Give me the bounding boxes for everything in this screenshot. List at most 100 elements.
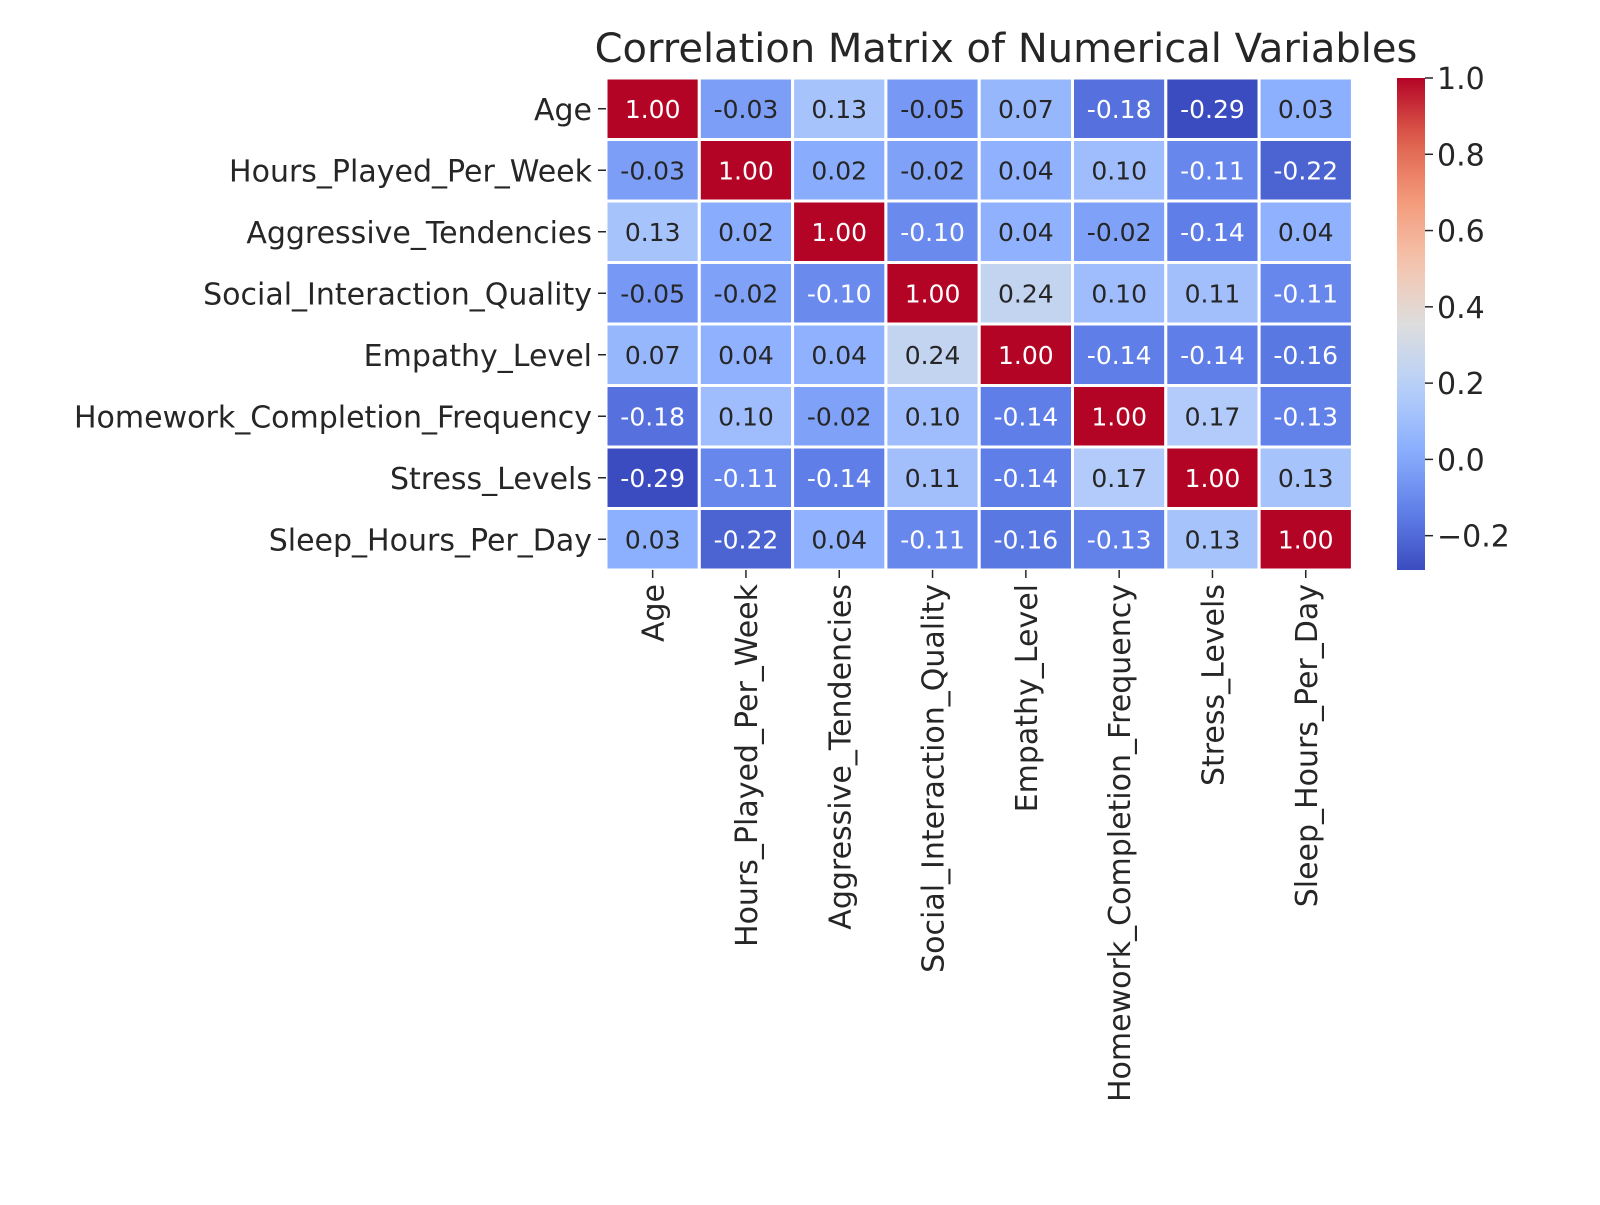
cell-value-label: -0.29 (620, 464, 685, 493)
x-tick-label: Empathy_Level (1010, 584, 1045, 812)
cell-value-label: -0.29 (1180, 95, 1245, 124)
cell-value-label: -0.02 (714, 279, 779, 308)
y-tick-label: Social_Interaction_Quality (203, 277, 592, 312)
x-tick-label: Stress_Levels (1196, 584, 1231, 786)
colorbar-tick-label: 0.6 (1437, 215, 1485, 250)
cell-value-label: 1.00 (1278, 525, 1334, 554)
colorbar-tick-label: 0.0 (1437, 443, 1485, 478)
heatmap-cell (1164, 445, 1261, 510)
y-axis: Age Hours_Played_Per_Week Aggressive_Tende… (74, 93, 606, 558)
cell-value-label: 0.13 (1278, 464, 1334, 493)
heatmap-cell (697, 138, 795, 203)
cell-value-label: 1.00 (625, 95, 681, 124)
heatmap-cell (1071, 384, 1168, 449)
cell-value-label: -0.16 (994, 525, 1059, 554)
heatmap-cell (977, 261, 1075, 326)
cell-value-label: -0.02 (1087, 218, 1152, 247)
y-tick-label: Age (534, 93, 592, 128)
cell-value-label: 0.11 (905, 464, 961, 493)
cell-value-label: -0.11 (1180, 156, 1245, 185)
heatmap-cell (791, 445, 888, 510)
cell-value-label: 0.02 (811, 156, 867, 185)
cell-value-label: -0.10 (900, 218, 965, 247)
cell-value-label: 0.11 (1185, 279, 1241, 308)
cell-value-label: -0.03 (620, 156, 685, 185)
cell-value-label: -0.14 (994, 464, 1059, 493)
colorbar-tick-label: 0.2 (1437, 367, 1485, 402)
cell-value-label: 0.10 (905, 402, 961, 431)
x-tick-label: Aggressive_Tendencies (823, 584, 858, 930)
cell-value-label: -0.18 (1087, 95, 1152, 124)
heatmap-cell (1257, 199, 1354, 264)
cell-value-label: 0.03 (625, 525, 681, 554)
y-tick-label: Empathy_Level (364, 339, 592, 374)
cell-value-label: 0.10 (1091, 279, 1147, 308)
colorbar-tick-label: 0.8 (1437, 138, 1485, 173)
cell-value-label: 0.17 (1185, 402, 1241, 431)
heatmap-cell (791, 261, 888, 326)
cell-value-label: 0.13 (625, 218, 681, 247)
cell-value-label: -0.14 (994, 402, 1059, 431)
cell-value-label: -0.18 (620, 402, 685, 431)
cell-value-label: 0.04 (998, 156, 1054, 185)
cell-value-label: -0.11 (1273, 279, 1338, 308)
cell-value-label: 0.02 (718, 218, 774, 247)
heatmap-cell (884, 199, 981, 264)
y-tick-label: Stress_Levels (390, 462, 592, 497)
cell-value-label: 0.04 (1278, 218, 1334, 247)
heatmap-cell (1257, 76, 1354, 141)
cell-value-label: 1.00 (998, 341, 1054, 370)
heatmap-cell (977, 507, 1075, 572)
cell-value-label: 0.10 (1091, 156, 1147, 185)
heatmap-cell (884, 138, 981, 203)
cell-value-label: -0.02 (900, 156, 965, 185)
heatmap-cell (884, 322, 981, 387)
heatmap-cell (697, 445, 795, 510)
x-axis: Age Hours_Played_Per_Week Aggressive_Tende… (637, 570, 1325, 1102)
cell-value-label: 0.24 (905, 341, 961, 370)
cell-value-label: 0.03 (1278, 95, 1334, 124)
cell-value-label: -0.11 (900, 525, 965, 554)
cell-value-label: -0.16 (1273, 341, 1338, 370)
cell-value-label: -0.11 (714, 464, 779, 493)
heatmap-cell (1257, 507, 1354, 572)
cell-value-label: -0.14 (1180, 341, 1245, 370)
x-tick-label: Sleep_Hours_Per_Day (1290, 584, 1325, 907)
cell-value-label: 0.17 (1091, 464, 1147, 493)
y-tick-label: Hours_Played_Per_Week (229, 154, 593, 189)
cell-value-label: -0.22 (1273, 156, 1338, 185)
heatmap-cell (1071, 445, 1168, 510)
y-tick-label: Homework_Completion_Frequency (74, 400, 592, 435)
heatmap-cell (1071, 199, 1168, 264)
cell-value-label: -0.13 (1087, 525, 1152, 554)
colorbar-tick-label: −0.2 (1437, 520, 1510, 555)
cell-value-label: -0.02 (807, 402, 872, 431)
cell-value-label: 0.24 (998, 279, 1054, 308)
y-tick-label: Sleep_Hours_Per_Day (269, 523, 592, 558)
cell-value-label: 0.04 (718, 341, 774, 370)
cell-value-label: 0.04 (998, 218, 1054, 247)
heatmap-cell (791, 199, 888, 264)
cell-value-label: -0.14 (1180, 218, 1245, 247)
cell-value-label: -0.05 (900, 95, 965, 124)
heatmap-cell (1257, 445, 1354, 510)
cell-value-label: 1.00 (1091, 402, 1147, 431)
heatmap-cell (1071, 138, 1168, 203)
heatmap-cell (977, 384, 1075, 449)
cell-value-label: 0.04 (811, 525, 867, 554)
cell-value-label: 0.07 (998, 95, 1054, 124)
cell-value-label: 0.13 (1185, 525, 1241, 554)
colorbar: −0.2 0.0 0.2 0.4 0.6 0.8 1.0 (1397, 62, 1510, 570)
heatmap-cell (977, 322, 1075, 387)
colorbar-tick-label: 0.4 (1437, 291, 1485, 326)
colorbar-scale (1397, 78, 1425, 570)
x-tick-label: Homework_Completion_Frequency (1103, 584, 1138, 1102)
cell-value-label: 1.00 (905, 279, 961, 308)
heatmap-cell (1164, 261, 1261, 326)
cell-value-label: 0.13 (811, 95, 867, 124)
cell-value-label: -0.14 (807, 464, 872, 493)
heatmap-cell (1164, 199, 1261, 264)
cell-value-label: 1.00 (811, 218, 867, 247)
cell-value-label: -0.03 (714, 95, 779, 124)
